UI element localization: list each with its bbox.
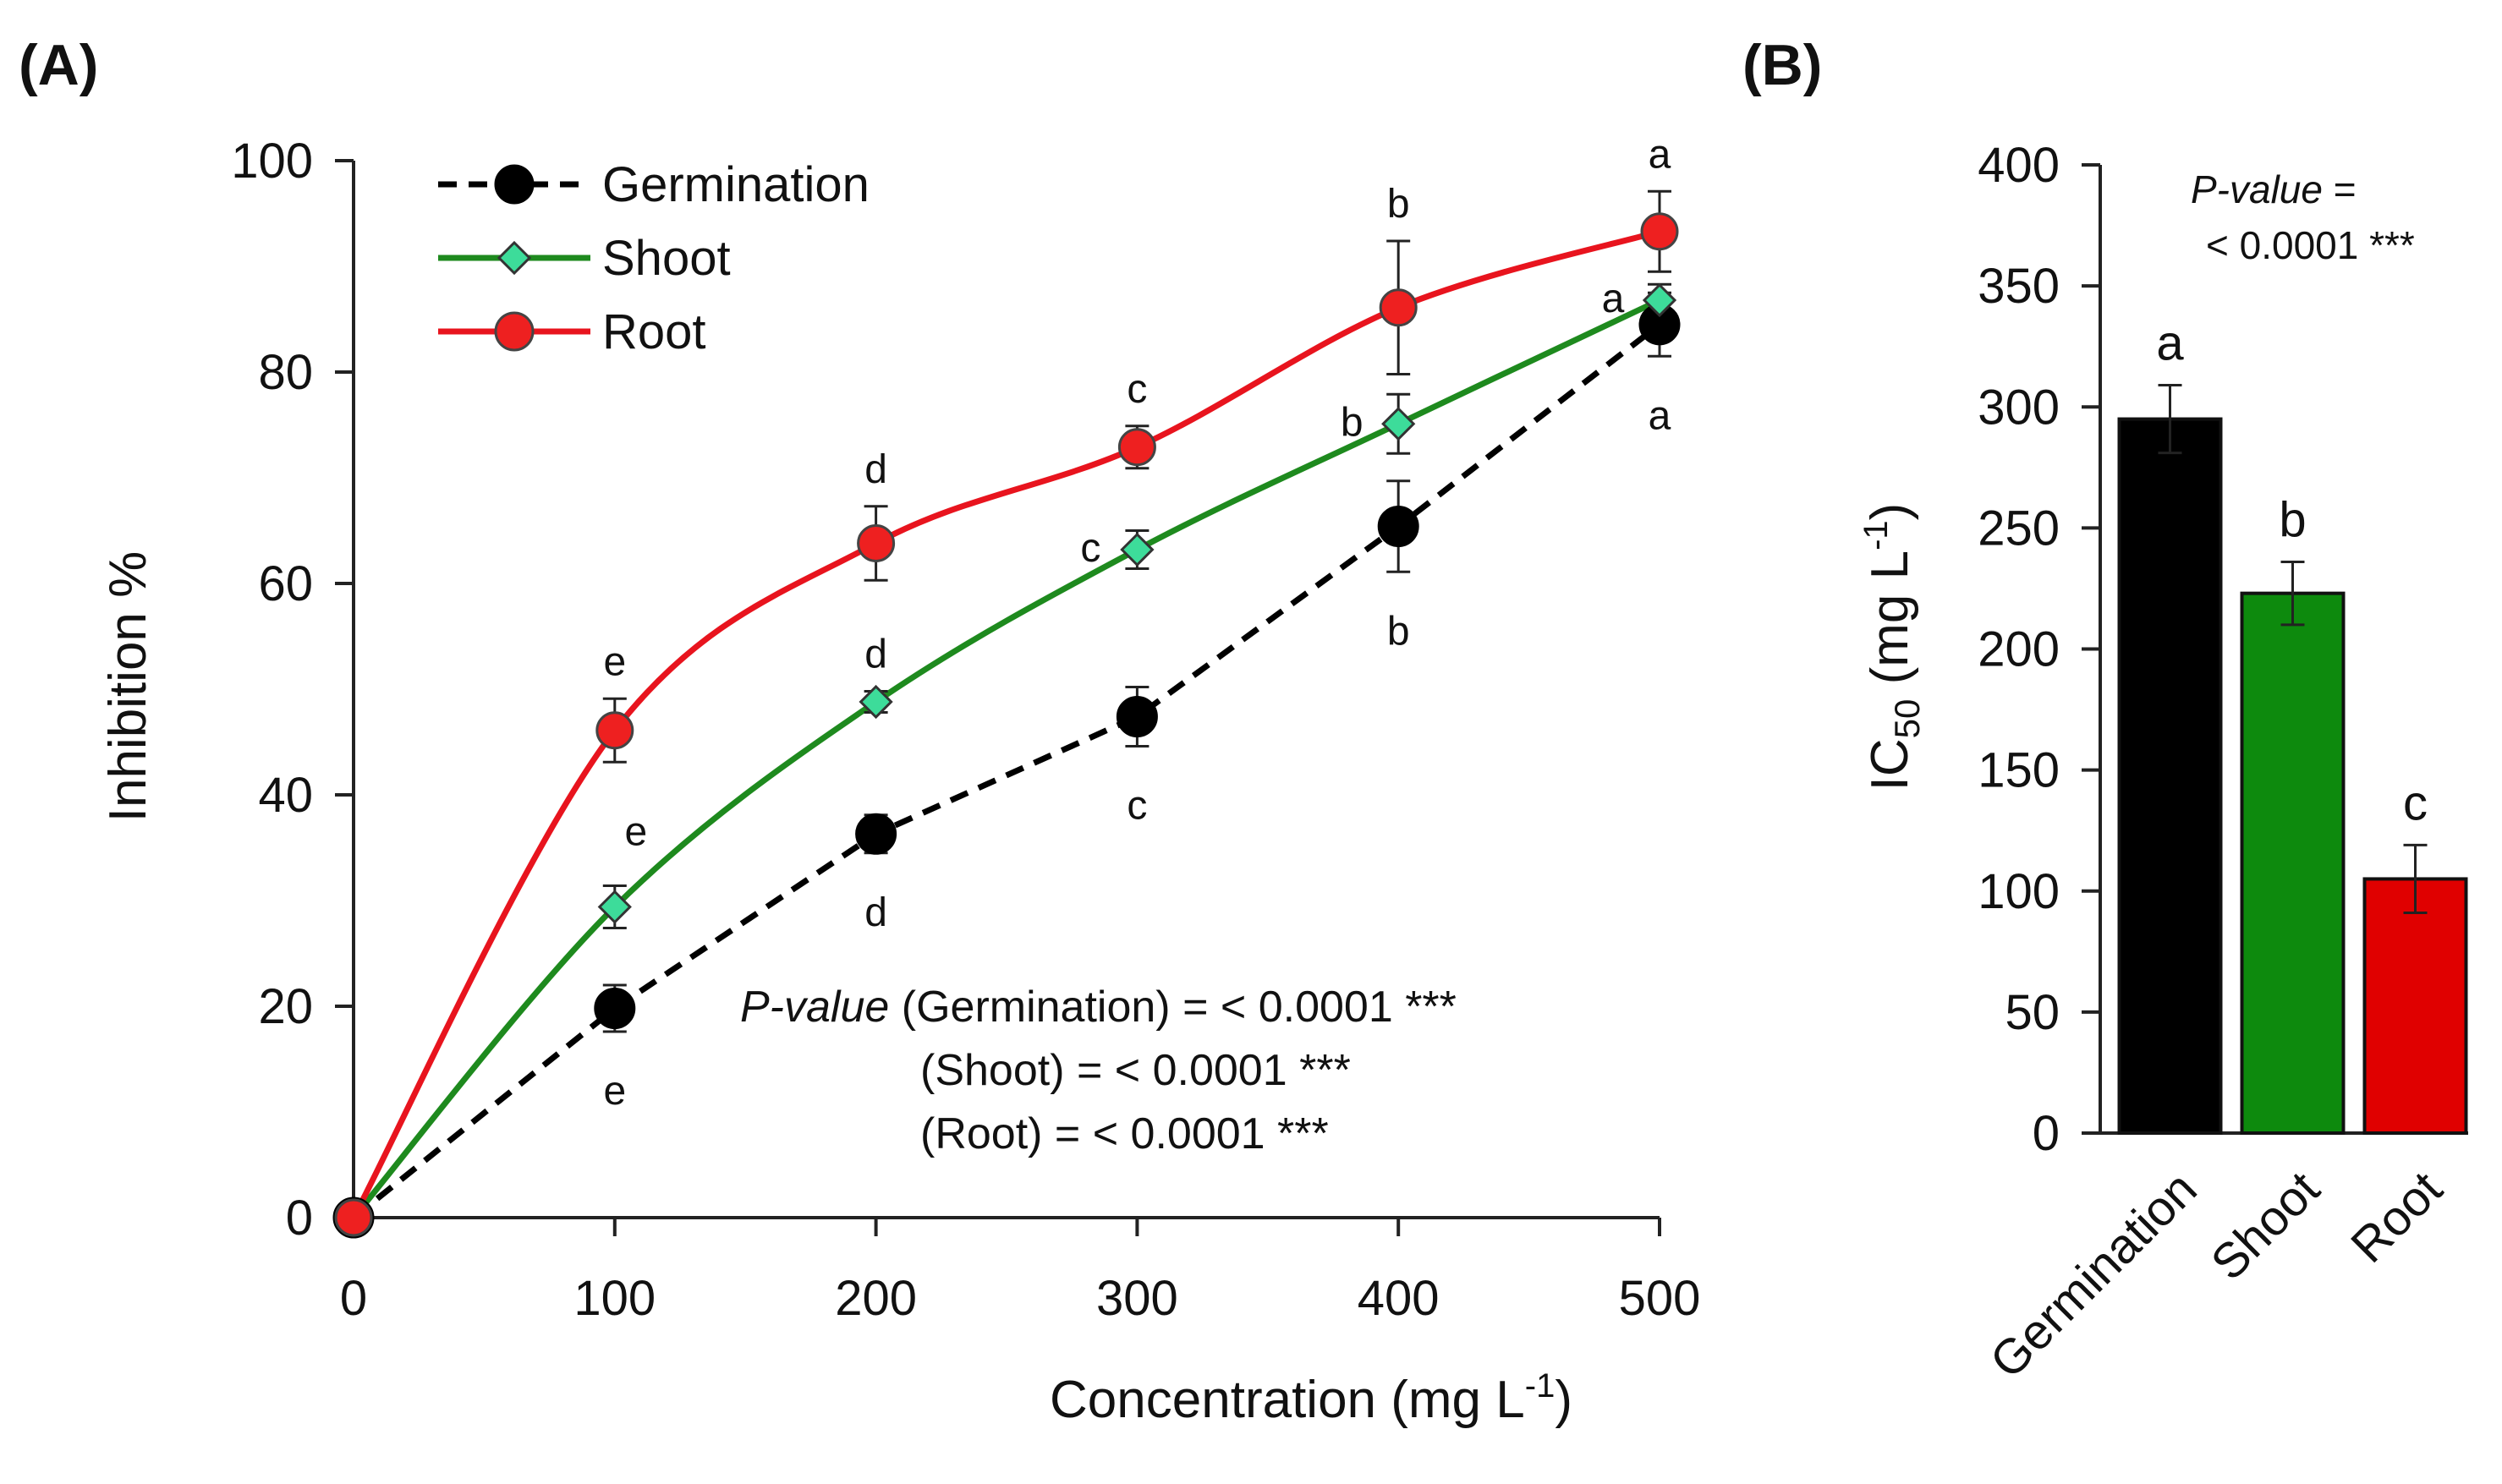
- legend-label-root: Root: [602, 304, 706, 359]
- significance-letter: c: [1127, 784, 1147, 829]
- panel-b-y-tick-label: 300: [1978, 380, 2060, 435]
- panel-b-y-tick-label: 0: [2033, 1106, 2060, 1161]
- point-germination: [594, 988, 636, 1029]
- significance-letter: c: [1127, 367, 1147, 412]
- point-germination: [855, 813, 897, 855]
- panel-b-y-tick-label: 200: [1978, 622, 2060, 677]
- bar-shoot: [2240, 591, 2346, 1135]
- significance-letter: b: [1387, 609, 1410, 654]
- point-root: [1117, 428, 1156, 467]
- panel-b-significance-letters: a b c: [2156, 315, 2428, 830]
- panel-b-error-bars: [2158, 383, 2428, 915]
- panel-b-y-axis-title: IC50 (mg L-1): [1857, 503, 1927, 791]
- legend-label-germination: Germination: [602, 157, 870, 212]
- panel-a-axes: 0 20 40 60 80 100 0 100 200 300 400 500: [231, 134, 1700, 1326]
- panel-a-legend: Germination Shoot Root: [438, 157, 870, 359]
- significance-letter: a: [1649, 132, 1671, 177]
- significance-letter: b: [1341, 400, 1363, 445]
- significance-letter: e: [603, 639, 626, 684]
- panel-a-error-bars: [602, 189, 1671, 1033]
- bar-germination: [2117, 417, 2223, 1135]
- panel-b-y-tick-label: 100: [1978, 864, 2060, 919]
- legend-marker-shoot: [497, 240, 532, 276]
- panel-b-y-tick-label: 400: [1978, 138, 2060, 193]
- point-root: [595, 711, 634, 750]
- panel-a-p-value-annotation: P-value (Germination) = < 0.0001 *** (Sh…: [740, 983, 1457, 1158]
- p-value-shoot: (Shoot) = < 0.0001 ***: [920, 1046, 1351, 1095]
- point-shoot: [1642, 282, 1677, 318]
- panel-b-category-label: Root: [2340, 1161, 2453, 1273]
- panel-a-label: (A): [19, 33, 98, 97]
- y-tick-label: 40: [258, 768, 313, 823]
- panel-b-category-label: Shoot: [2201, 1161, 2330, 1290]
- panel-b-y-tick-label: 50: [2005, 985, 2060, 1040]
- panel-a-y-axis-title: Inhibition %: [99, 551, 157, 823]
- panel-b-axes: 0 50 100 150 200 250 300 350 400 GerminationShoot…: [1978, 138, 2468, 1389]
- panel-b-significance-letter: b: [2279, 492, 2306, 547]
- panel-b-significance-letter: a: [2156, 315, 2184, 370]
- x-tick-label: 200: [835, 1271, 917, 1326]
- panel-b-bars: [2117, 417, 2468, 1135]
- y-tick-label: 100: [231, 134, 313, 189]
- panel-b-y-tick-label: 150: [1978, 743, 2060, 798]
- bar-root: [2362, 877, 2468, 1135]
- panel-b-category-label: Germination: [1979, 1161, 2207, 1388]
- significance-letter: b: [1387, 182, 1410, 227]
- series-line-germination: [351, 321, 1662, 1220]
- y-tick-label: 60: [258, 556, 313, 611]
- panel-b-label: (B): [1742, 33, 1822, 97]
- y-tick-label: 80: [258, 345, 313, 400]
- significance-letter: a: [1649, 393, 1671, 438]
- legend-marker-root: [494, 311, 535, 352]
- panel-b-y-tick-label: 350: [1978, 259, 2060, 314]
- significance-letter: d: [864, 890, 887, 935]
- series-line-shoot: [351, 297, 1661, 1220]
- y-tick-label: 20: [258, 979, 313, 1034]
- point-germination: [1116, 696, 1158, 737]
- point-shoot: [859, 684, 893, 720]
- panel-a-x-axis-title: Concentration (mg L-1): [1050, 1367, 1572, 1429]
- significance-letter: d: [864, 632, 887, 677]
- panel-a-significance-letters: e d c b a e d c b a e d c b a: [603, 132, 1671, 1114]
- panel-b-p-value-line2: < 0.0001 ***: [2206, 223, 2415, 267]
- p-value-root: (Root) = < 0.0001 ***: [920, 1109, 1329, 1158]
- significance-letter: e: [603, 1069, 626, 1114]
- point-germination: [1377, 506, 1419, 547]
- significance-letter: c: [1080, 526, 1100, 571]
- y-tick-label: 0: [286, 1191, 313, 1246]
- significance-letter: e: [624, 810, 647, 855]
- point-shoot: [1120, 532, 1155, 567]
- x-tick-label: 500: [1619, 1271, 1701, 1326]
- point-root: [1640, 212, 1679, 251]
- panel-b-p-value-annotation: P-value = < 0.0001 ***: [2191, 167, 2415, 267]
- legend-label-shoot: Shoot: [602, 231, 731, 286]
- p-value-germination: P-value (Germination) = < 0.0001 ***: [740, 983, 1457, 1032]
- legend-marker-germination: [494, 164, 535, 205]
- x-tick-label: 300: [1096, 1271, 1178, 1326]
- x-tick-label: 400: [1358, 1271, 1440, 1326]
- panel-a-markers: [332, 212, 1681, 1239]
- point-shoot: [1381, 407, 1416, 441]
- point-shoot: [597, 890, 632, 924]
- significance-letter: d: [864, 447, 887, 492]
- panel-b: (B) 0 50 100 150 200 250 300 350 400 GerminationS…: [1742, 33, 2468, 1389]
- point-root: [1379, 288, 1418, 327]
- point-root: [857, 524, 896, 562]
- panel-b-p-value-line1: P-value =: [2191, 167, 2357, 211]
- x-tick-label: 0: [340, 1271, 367, 1326]
- panel-b-y-tick-label: 250: [1978, 501, 2060, 556]
- panel-b-significance-letter: c: [2403, 775, 2428, 830]
- significance-letter: a: [1602, 277, 1625, 321]
- panel-a: (A) 0 20 40 60 80 100 0 100 200 300 400 500 e d c b a e d…: [19, 33, 1700, 1429]
- x-tick-label: 100: [573, 1271, 656, 1326]
- point-root: [334, 1198, 373, 1237]
